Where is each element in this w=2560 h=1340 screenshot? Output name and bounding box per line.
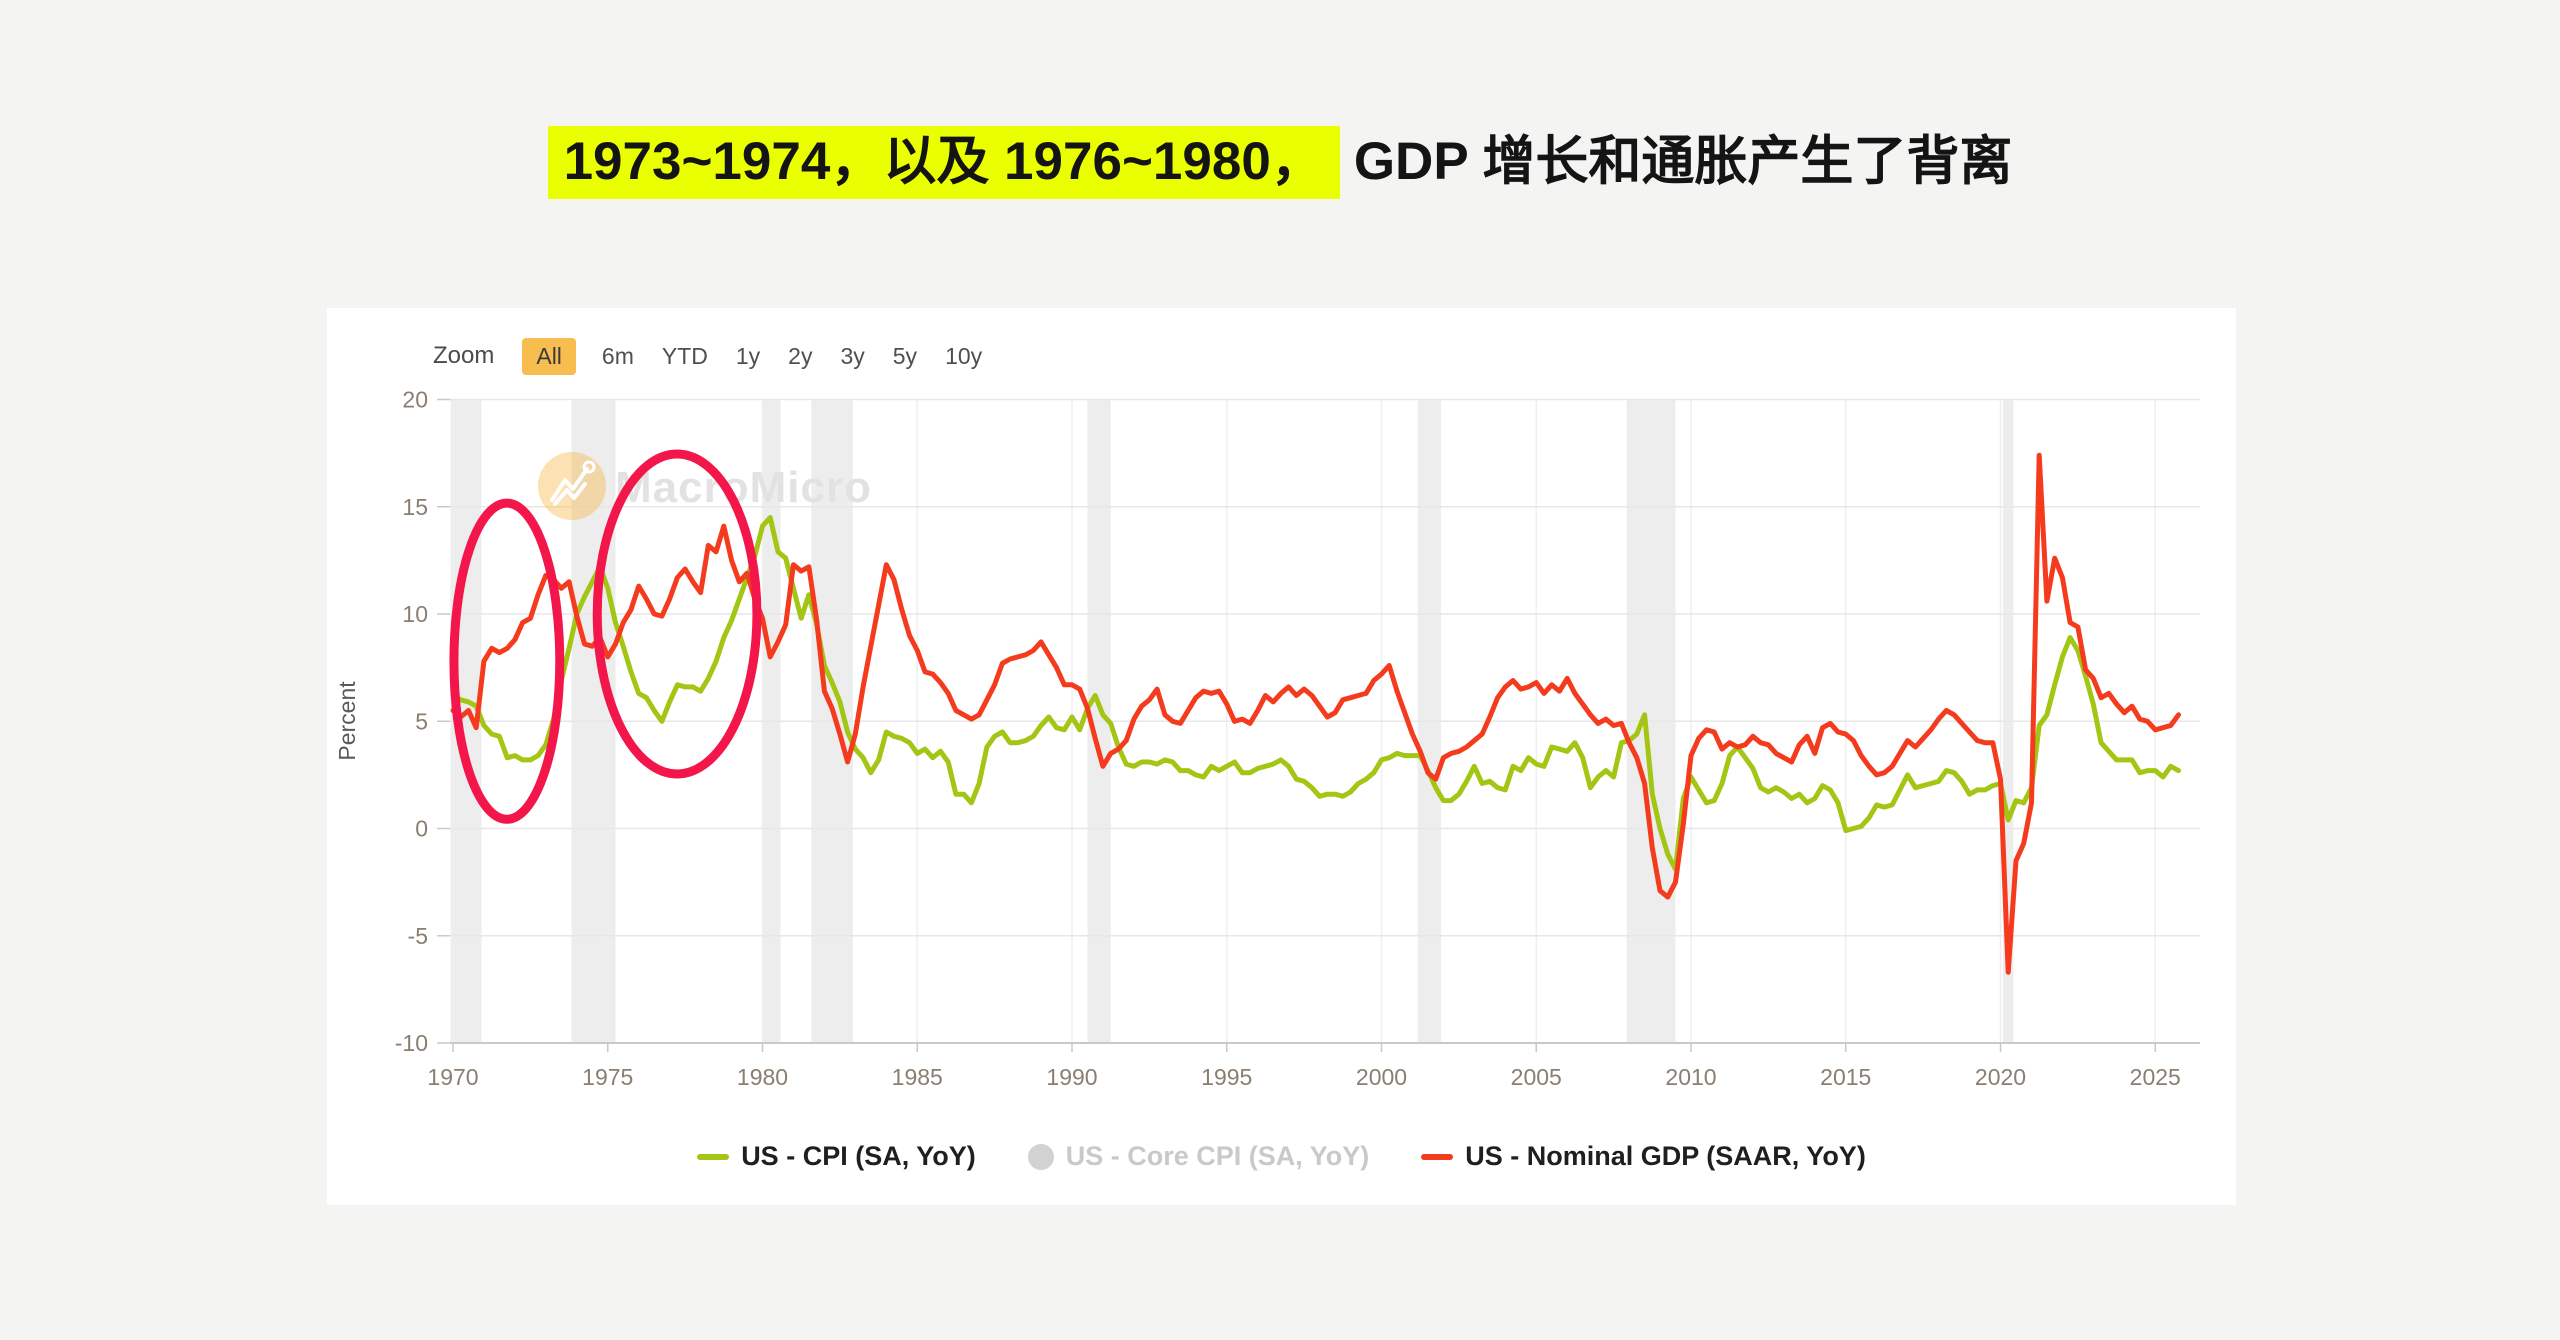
- page-title-normal: GDP 增长和通胀产生了背离: [1353, 132, 2013, 191]
- chart-card: Zoom All 6m YTD 1y 2y 3y 5y 10y 1970 1975…: [327, 308, 2236, 1205]
- x-axis-tick-labels: 1970 1975 1980 1985 1990 1995 2000 2005 2010 2015…: [427, 1064, 2180, 1090]
- watermark-text: MacroMicro: [615, 463, 872, 512]
- series-line-2: [450, 452, 2181, 975]
- range-toolbar: Zoom All 6m YTD 1y 2y 3y 5y 10y: [433, 337, 984, 375]
- svg-text:-10: -10: [395, 1030, 428, 1056]
- svg-text:1970: 1970: [427, 1064, 478, 1090]
- data-series: [450, 452, 2181, 975]
- svg-text:0: 0: [415, 816, 428, 842]
- range-button-all[interactable]: All: [522, 337, 576, 375]
- svg-text:-5: -5: [408, 923, 428, 949]
- svg-text:1995: 1995: [1201, 1064, 1252, 1090]
- page-title: 1973~1974，以及 1976~1980， GDP 增长和通胀产生了背离: [0, 126, 2560, 199]
- range-button-ytd[interactable]: YTD: [660, 338, 710, 375]
- range-button-2y[interactable]: 2y: [786, 338, 814, 375]
- legend-item-us-nominal-gdp[interactable]: US - Nominal GDP (SAAR, YoY): [1421, 1141, 1866, 1172]
- range-button-5y[interactable]: 5y: [891, 338, 919, 375]
- watermark-logo-zigzag: [550, 467, 589, 502]
- watermark-logo-zigzag2: [553, 482, 587, 506]
- legend-label: US - CPI (SA, YoY): [741, 1141, 976, 1171]
- horizontal-gridlines: [450, 398, 2200, 937]
- highlight-ellipse-1: [449, 498, 565, 824]
- svg-text:1980: 1980: [737, 1064, 788, 1090]
- svg-text:2005: 2005: [1511, 1064, 1562, 1090]
- y-axis-title: Percent: [334, 681, 360, 761]
- svg-text:1985: 1985: [892, 1064, 943, 1090]
- page-title-highlighted: 1973~1974，以及 1976~1980，: [547, 126, 1340, 199]
- svg-text:15: 15: [402, 494, 428, 520]
- gdp-line-marker-icon: [1421, 1153, 1454, 1160]
- range-button-10y[interactable]: 10y: [943, 338, 984, 375]
- svg-text:1975: 1975: [582, 1064, 633, 1090]
- watermark-logo-dot: [582, 460, 596, 474]
- svg-text:20: 20: [402, 387, 428, 413]
- svg-text:2020: 2020: [1975, 1064, 2026, 1090]
- range-button-1y[interactable]: 1y: [734, 338, 762, 375]
- legend-label: US - Nominal GDP (SAAR, YoY): [1465, 1141, 1866, 1171]
- chart-legend: US - CPI (SA, YoY) US - Core CPI (SA, Yo…: [327, 1141, 2236, 1172]
- svg-text:2015: 2015: [1820, 1064, 1871, 1090]
- macromicro-watermark: MacroMicro: [538, 452, 872, 520]
- cpi-line-marker-icon: [697, 1153, 730, 1160]
- series-line-0: [450, 515, 2181, 872]
- legend-item-us-core-cpi[interactable]: US - Core CPI (SA, YoY): [1027, 1141, 1370, 1172]
- svg-text:1990: 1990: [1046, 1064, 1097, 1090]
- svg-text:5: 5: [415, 708, 428, 734]
- highlight-ellipse-2: [592, 449, 762, 779]
- svg-text:2000: 2000: [1356, 1064, 1407, 1090]
- legend-label: US - Core CPI (SA, YoY): [1065, 1141, 1370, 1171]
- svg-text:2025: 2025: [2130, 1064, 2181, 1090]
- axes: [437, 398, 2200, 1052]
- chart-plot-area[interactable]: 1970 1975 1980 1985 1990 1995 2000 2005 2010 2015…: [327, 308, 2236, 1205]
- svg-text:10: 10: [402, 601, 428, 627]
- legend-item-us-cpi[interactable]: US - CPI (SA, YoY): [697, 1141, 976, 1172]
- range-button-3y[interactable]: 3y: [838, 338, 866, 375]
- range-button-6m[interactable]: 6m: [600, 338, 636, 375]
- svg-text:2010: 2010: [1665, 1064, 1716, 1090]
- zoom-label: Zoom: [433, 342, 495, 369]
- y-axis-tick-labels: 20 15 10 5 0 -5 -10: [395, 387, 428, 1057]
- core-cpi-circle-marker-icon: [1027, 1143, 1054, 1170]
- annotation-ellipses: [449, 449, 762, 824]
